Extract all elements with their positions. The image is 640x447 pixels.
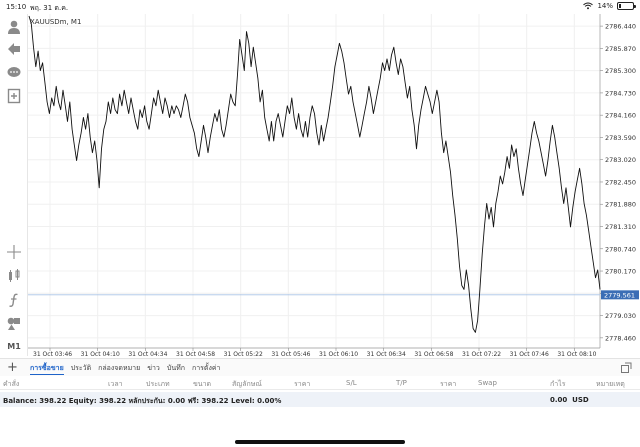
- col-price[interactable]: ราคา: [294, 380, 311, 388]
- tab-history[interactable]: ประวัติ: [70, 364, 92, 372]
- current-price-box: [601, 290, 639, 300]
- y-tick-label: 2781.880: [605, 201, 636, 209]
- y-tick-label: 2780.740: [605, 245, 636, 253]
- x-tick-label: 31 Oct 06:10: [319, 351, 358, 356]
- y-tick-label: 2786.440: [605, 23, 636, 31]
- trade-icon[interactable]: [4, 39, 24, 59]
- battery-percent: 14%: [597, 2, 613, 10]
- x-tick-label: 31 Oct 04:10: [81, 351, 120, 356]
- function-icon[interactable]: [4, 290, 24, 310]
- x-tick-label: 31 Oct 07:22: [462, 351, 501, 356]
- crosshair-icon[interactable]: [4, 242, 24, 262]
- status-bar: 15:10 พฤ. 31 ต.ค. 14%: [0, 0, 640, 14]
- new-order-icon[interactable]: [4, 86, 24, 106]
- x-tick-label: 31 Oct 06:34: [367, 351, 406, 356]
- trade-table-header: คำสั่ง เวลา ประเภท ขนาด สัญลักษณ์ ราคา S…: [0, 376, 640, 390]
- balance-summary: Balance: 398.22 Equity: 398.22 หลักประกั…: [3, 397, 282, 405]
- chat-icon[interactable]: [4, 63, 24, 83]
- y-tick-label: 2783.590: [605, 134, 636, 142]
- indicators-icon[interactable]: [4, 266, 24, 286]
- timeframe-label: M1: [7, 341, 21, 351]
- y-tick-label: 2785.870: [605, 45, 636, 53]
- objects-icon[interactable]: [4, 313, 24, 333]
- x-tick-label: 31 Oct 05:46: [271, 351, 310, 356]
- current-price-label: 2779.561: [604, 291, 635, 299]
- y-tick-label: 2784.160: [605, 112, 636, 120]
- chart-area[interactable]: 2786.440 2785.870 2785.300 2784.730 2784.160…: [28, 14, 640, 356]
- x-tick-label: 31 Oct 03:46: [33, 351, 72, 356]
- col-type[interactable]: ประเภท: [146, 380, 170, 388]
- wifi-icon: [583, 2, 594, 10]
- bottom-tab-bar: + การซื้อขาย ประวัติ กล่องจดหมาย ข่าว บั…: [0, 358, 640, 376]
- y-tick-label: 2783.020: [605, 156, 636, 164]
- col-size[interactable]: ขนาด: [193, 380, 212, 388]
- balance-row: Balance: 398.22 Equity: 398.22 หลักประกั…: [0, 392, 640, 407]
- clock: 15:10: [6, 3, 27, 11]
- account-icon[interactable]: [4, 17, 24, 37]
- tab-mailbox[interactable]: กล่องจดหมาย: [98, 364, 141, 372]
- price-series-line: [28, 15, 601, 333]
- x-tick-label: 31 Oct 05:22: [224, 351, 263, 356]
- col-sl[interactable]: S/L: [346, 379, 357, 387]
- col-symbol[interactable]: สัญลักษณ์: [232, 380, 262, 388]
- col-current-price[interactable]: ราคา: [440, 380, 457, 388]
- total-profit: 0.00: [550, 396, 568, 404]
- tab-journal[interactable]: บันทึก: [166, 364, 185, 372]
- col-profit[interactable]: กำไร: [550, 380, 566, 388]
- x-tick-label: 31 Oct 04:34: [128, 351, 167, 356]
- price-chart[interactable]: 2786.440 2785.870 2785.300 2784.730 2784.160…: [28, 14, 640, 356]
- x-tick-label: 31 Oct 04:58: [176, 351, 215, 356]
- timeframe-button[interactable]: M1: [4, 336, 24, 356]
- y-tick-label: 2780.170: [605, 268, 636, 276]
- chart-symbol: XAUUSDm, M1: [30, 18, 82, 26]
- y-tick-label: 2785.300: [605, 67, 636, 75]
- account-currency: USD: [572, 396, 589, 404]
- tab-settings[interactable]: การตั้งค่า: [191, 364, 221, 372]
- y-tick-label: 2778.460: [605, 334, 636, 342]
- col-swap[interactable]: Swap: [478, 379, 497, 387]
- col-time[interactable]: เวลา: [108, 380, 123, 388]
- tab-news[interactable]: ข่าว: [147, 364, 160, 372]
- y-tick-label: 2781.310: [605, 223, 636, 231]
- battery-icon: [617, 2, 636, 10]
- x-tick-label: 31 Oct 07:46: [510, 351, 549, 356]
- add-button[interactable]: +: [7, 360, 18, 375]
- y-tick-label: 2784.730: [605, 89, 636, 97]
- col-comment[interactable]: หมายเหตุ: [596, 380, 625, 388]
- left-toolbar: M1: [0, 14, 28, 356]
- y-tick-label: 2779.030: [605, 312, 636, 320]
- col-order[interactable]: คำสั่ง: [3, 380, 20, 388]
- col-tp[interactable]: T/P: [396, 379, 407, 387]
- x-tick-label: 31 Oct 08:10: [557, 351, 596, 356]
- date: พฤ. 31 ต.ค.: [30, 4, 69, 12]
- home-indicator[interactable]: [235, 440, 405, 444]
- expand-panel-icon[interactable]: [621, 362, 632, 373]
- y-tick-label: 2782.450: [605, 178, 636, 186]
- x-tick-label: 31 Oct 06:58: [414, 351, 453, 356]
- tab-trade[interactable]: การซื้อขาย: [30, 363, 64, 375]
